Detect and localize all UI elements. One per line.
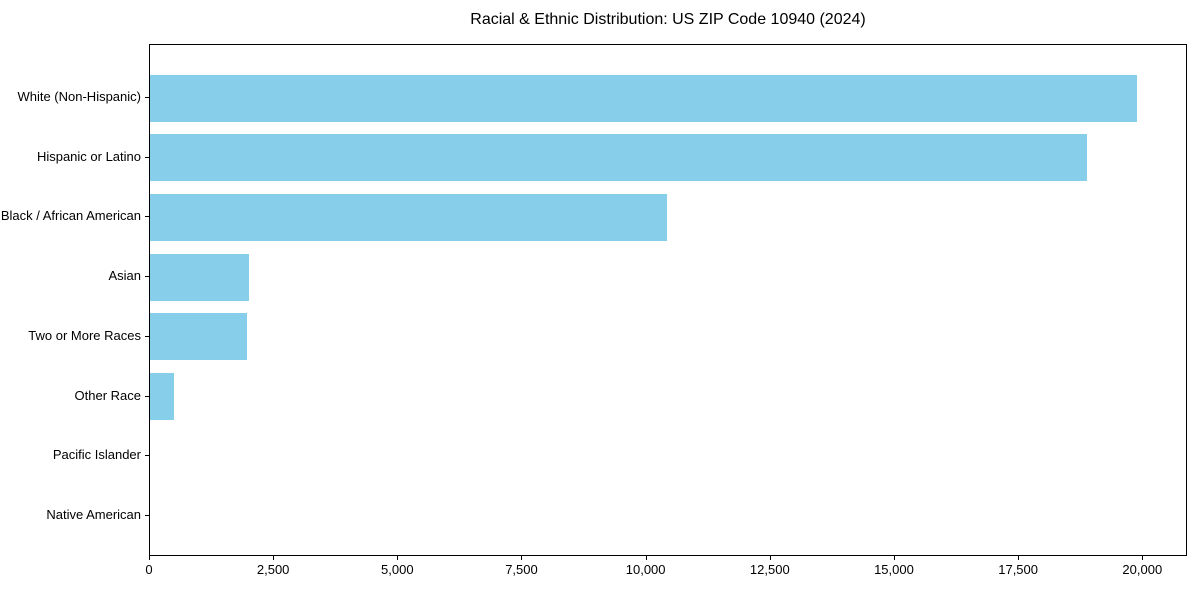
y-tick-label: Black / African American xyxy=(0,208,141,224)
y-tick-label: Two or More Races xyxy=(28,327,141,343)
x-tick-mark xyxy=(273,556,275,560)
y-tick-label: Asian xyxy=(108,268,141,284)
bar xyxy=(150,313,247,361)
chart-title: Racial & Ethnic Distribution: US ZIP Cod… xyxy=(470,11,866,28)
y-tick-label: Other Race xyxy=(74,387,141,403)
y-tick-mark xyxy=(145,335,149,337)
y-tick-mark xyxy=(145,216,149,218)
x-tick-mark xyxy=(397,556,399,560)
x-tick-mark xyxy=(1142,556,1144,560)
y-tick-mark xyxy=(145,514,149,516)
x-tick-label: 5,000 xyxy=(381,562,414,577)
bar xyxy=(150,373,174,421)
y-tick-mark xyxy=(145,156,149,158)
y-tick-mark xyxy=(145,395,149,397)
x-tick-label: 12,500 xyxy=(749,562,790,577)
x-tick-label: 7,500 xyxy=(505,562,538,577)
x-tick-label: 15,000 xyxy=(874,562,914,577)
x-tick-mark xyxy=(1018,556,1020,560)
bar xyxy=(150,74,1138,122)
bar xyxy=(150,253,250,301)
x-tick-mark xyxy=(521,556,523,560)
y-tick-mark xyxy=(145,276,149,278)
y-tick-mark xyxy=(145,97,149,98)
x-tick-label: 2,500 xyxy=(256,562,290,577)
x-tick-mark xyxy=(645,556,647,560)
x-tick-label: 20,000 xyxy=(1122,562,1163,577)
y-tick-label: Native American xyxy=(46,506,141,522)
y-tick-label: Pacific Islander xyxy=(52,447,141,463)
bar xyxy=(150,134,1087,182)
y-tick-label: White (Non-Hispanic) xyxy=(17,89,141,104)
x-tick-mark xyxy=(893,556,895,560)
x-tick-label: 17,500 xyxy=(998,562,1038,577)
plot-area xyxy=(145,44,1187,556)
x-tick-mark xyxy=(149,556,150,560)
bar xyxy=(150,193,667,241)
x-tick-label: 0 xyxy=(145,562,153,577)
y-tick-label: Hispanic or Latino xyxy=(36,148,141,164)
x-tick-mark xyxy=(769,556,771,560)
x-tick-label: 10,000 xyxy=(625,562,666,577)
y-tick-mark xyxy=(145,455,149,457)
